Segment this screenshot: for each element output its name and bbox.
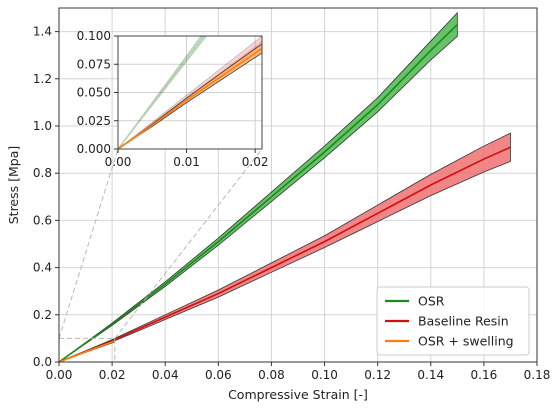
inset-y-tick-label: 0.100 <box>77 29 111 43</box>
inset-y-tick-label: 0.025 <box>77 114 111 128</box>
x-tick-label: 0.00 <box>46 368 73 382</box>
inset-y-tick-label: 0.050 <box>77 86 111 100</box>
zoom-connector-left <box>58 148 119 339</box>
legend-label: OSR <box>418 294 445 309</box>
y-axis-ticks: 0.0 0.2 0.4 0.6 0.8 1.0 1.2 1.4 <box>33 25 59 369</box>
inset-x-tick-label: 0.00 <box>105 155 132 169</box>
x-tick-label: 0.02 <box>99 368 126 382</box>
series-band-osr <box>118 36 207 149</box>
y-axis-label: Stress [Mpa] <box>6 146 21 225</box>
legend-label: OSR + swelling <box>418 334 514 349</box>
series-line-osr <box>58 23 458 363</box>
x-tick-label: 0.16 <box>471 368 498 382</box>
inset-y-tick-label: 0.000 <box>77 142 111 156</box>
main-series <box>58 11 511 363</box>
x-tick-label: 0.10 <box>311 368 338 382</box>
legend-label: Baseline Resin <box>418 314 509 329</box>
series-line-baseline-resin <box>58 146 511 363</box>
inset-x-tick-label: 0.02 <box>242 155 269 169</box>
inset-x-tick-label: 0.01 <box>173 155 200 169</box>
y-tick-label: 1.4 <box>33 25 52 39</box>
plot-frame <box>58 7 538 363</box>
x-axis-ticks: 0.00 0.02 0.04 0.06 0.08 0.10 0.12 0.14 0.16 0.18 <box>46 362 551 382</box>
x-tick-label: 0.08 <box>258 368 285 382</box>
inset-series <box>118 36 262 149</box>
inset-y-tick-label: 0.075 <box>77 57 111 71</box>
inset-y-ticks: 0.000 0.025 0.050 0.075 0.100 <box>77 29 118 156</box>
y-tick-label: 0.4 <box>33 261 52 275</box>
x-tick-label: 0.12 <box>364 368 391 382</box>
inset-chart: 0.00 0.01 0.02 0.000 0.025 0.050 0.075 0.100 <box>77 29 269 169</box>
x-tick-label: 0.06 <box>205 368 232 382</box>
legend: OSR Baseline Resin OSR + swelling <box>376 286 530 356</box>
y-tick-label: 1.0 <box>33 119 52 133</box>
inset-x-ticks: 0.00 0.01 0.02 <box>105 149 269 169</box>
series-band-baseline-resin <box>58 132 511 363</box>
inset-series-group <box>118 43 262 149</box>
y-tick-label: 0.0 <box>33 355 52 369</box>
y-tick-label: 0.2 <box>33 308 52 322</box>
x-tick-label: 0.18 <box>524 368 551 382</box>
series-line-osr-swelling <box>58 340 116 363</box>
x-axis-label: Compressive Strain [-] <box>228 387 368 402</box>
series-band-osr-swelling <box>118 43 262 149</box>
x-tick-label: 0.14 <box>417 368 444 382</box>
y-tick-label: 0.8 <box>33 166 52 180</box>
x-tick-label: 0.04 <box>152 368 179 382</box>
y-tick-label: 0.6 <box>33 213 52 227</box>
legend-box <box>376 286 530 356</box>
series-line-osr-swelling <box>118 47 262 149</box>
y-tick-label: 1.2 <box>33 72 52 86</box>
inset-series-group <box>118 36 207 149</box>
